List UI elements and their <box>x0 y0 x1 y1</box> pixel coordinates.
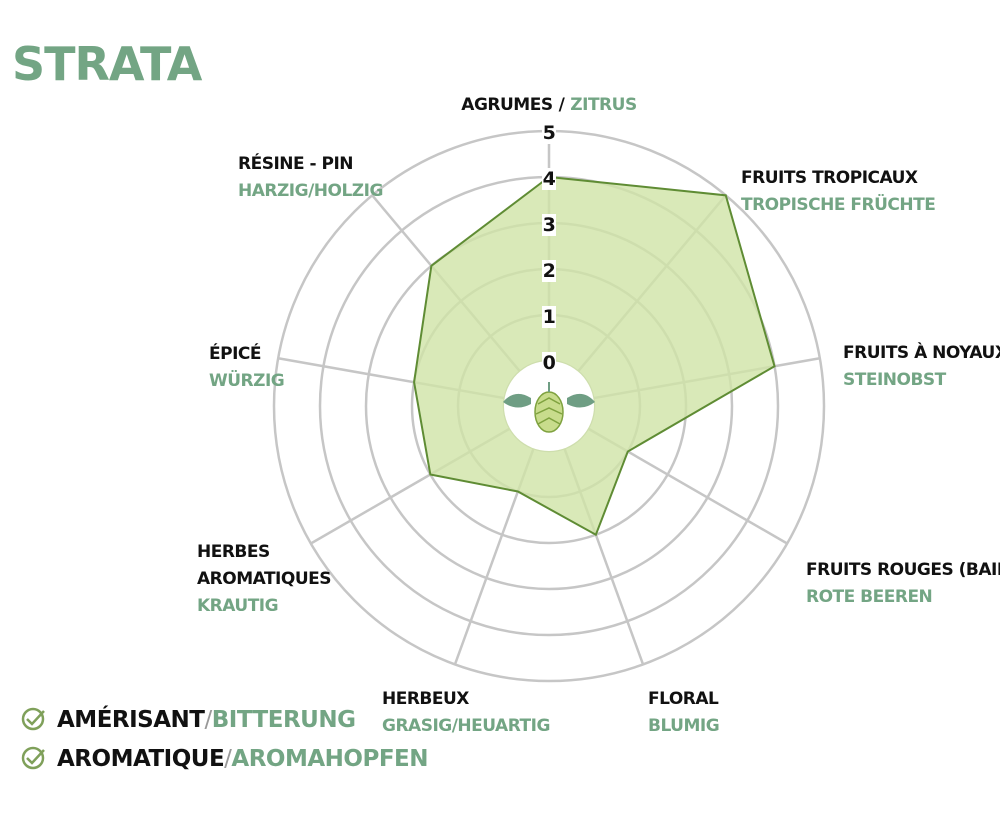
tick-bg <box>542 122 556 144</box>
tick-bg <box>542 260 556 282</box>
axis-label-line: AROMATIQUES <box>197 569 331 589</box>
hop-icon <box>503 361 595 451</box>
axis-label-translation: BLUMIG <box>648 716 719 736</box>
axis-label-translation: TROPISCHE FRÜCHTE <box>741 193 935 215</box>
axis-label-name: HERBEUX <box>382 689 469 709</box>
legend-separator: / <box>224 746 232 772</box>
tick-bg <box>542 214 556 236</box>
axis-label-name: FRUITS TROPICAUX <box>741 168 918 188</box>
legend-separator: / <box>204 707 212 733</box>
tick-bg <box>542 352 556 374</box>
axis-label-translation: HARZIG/HOLZIG <box>238 181 383 201</box>
axis-label-translation: WÜRZIG <box>209 369 284 391</box>
axis-label: AGRUMES / ZITRUS <box>461 95 636 115</box>
tick-bg <box>542 306 556 328</box>
axis-label-translation: GRASIG/HEUARTIG <box>382 716 550 736</box>
axis-label-translation: ROTE BEEREN <box>806 587 932 607</box>
axis-label-line: HERBES <box>197 542 275 562</box>
chart-title: STRATA <box>12 37 203 91</box>
tick-label: 4 <box>543 168 556 190</box>
legend-item: AROMATIQUE/AROMAHOPFEN <box>57 746 428 772</box>
axis-label-name: AGRUMES <box>461 95 552 115</box>
tick-label: 3 <box>543 214 556 236</box>
axis-label-name: FLORAL <box>648 689 719 709</box>
tick-label: 0 <box>543 352 556 374</box>
axis-label-name: ÉPICÉ <box>209 342 261 364</box>
tick-label: 5 <box>543 122 556 144</box>
tick-bg <box>542 168 556 190</box>
axis-label-translation: STEINOBST <box>843 370 947 390</box>
axis-label-name: HERBES AROMATIQUES <box>197 542 331 589</box>
axis-label-name: RÉSINE - PIN <box>238 152 353 174</box>
tick-label: 1 <box>543 306 556 328</box>
legend-item: AMÉRISANT/BITTERUNG <box>57 705 355 733</box>
legend-label: AMÉRISANT <box>57 705 205 733</box>
tick-label: 2 <box>543 260 556 282</box>
axis-label-separator: / <box>559 95 566 115</box>
axis-label-translation: KRAUTIG <box>197 596 278 616</box>
legend-translation: BITTERUNG <box>212 707 356 733</box>
legend-label: AROMATIQUE <box>57 746 224 772</box>
legend-translation: AROMAHOPFEN <box>231 746 428 772</box>
axis-label-name: FRUITS À NOYAUX <box>843 341 1000 363</box>
radar-area <box>413 175 776 537</box>
check-icons <box>21 707 45 770</box>
axis-label-name: FRUITS ROUGES (BAIES) <box>806 560 1000 580</box>
axis-label-translation: ZITRUS <box>570 95 636 115</box>
